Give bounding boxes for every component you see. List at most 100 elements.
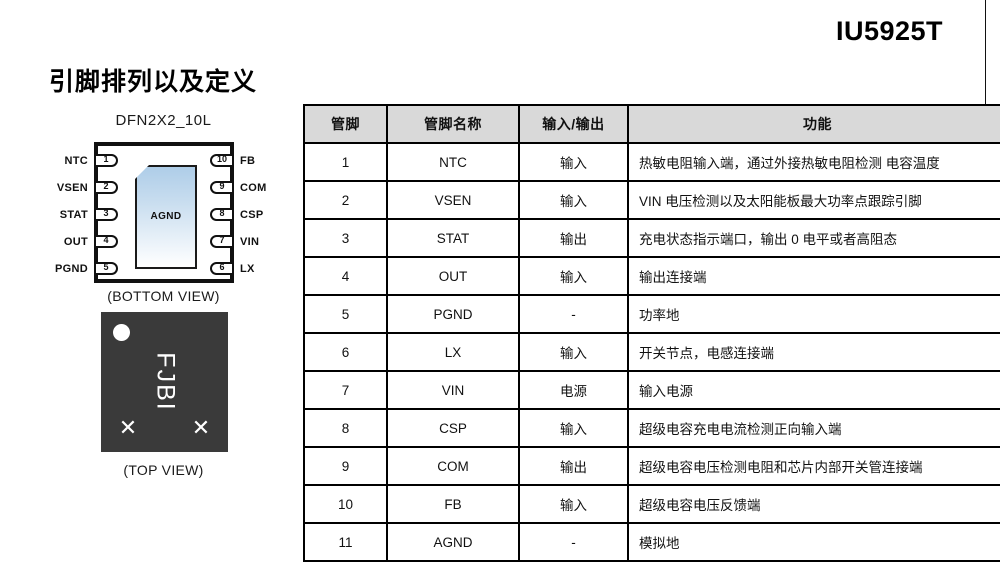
cell-function: 超级电容电压反馈端 xyxy=(627,484,1000,524)
table-row: 5 PGND - 功率地 xyxy=(303,294,1000,334)
pin-number-9: 9 xyxy=(219,181,225,191)
column-header-io: 输入/输出 xyxy=(518,104,629,144)
pin-pad-3: 3 STAT xyxy=(60,208,118,221)
bottom-view-caption: (BOTTOM VIEW) xyxy=(107,288,220,304)
cell-pin: 11 xyxy=(303,522,388,562)
table-row: 9 COM 输出 超级电容电压检测电阻和芯片内部开关管连接端 xyxy=(303,446,1000,486)
package-type-label: DFN2X2_10L xyxy=(115,112,212,129)
cell-io: - xyxy=(518,522,629,562)
center-thermal-pad: AGND xyxy=(135,165,197,269)
cell-pin: 10 xyxy=(303,484,388,524)
pin-number-7: 7 xyxy=(219,235,225,245)
cell-io: 输入 xyxy=(518,408,629,448)
cell-io: 输入 xyxy=(518,332,629,372)
cell-function: 超级电容充电电流检测正向输入端 xyxy=(627,408,1000,448)
cell-pin-name: VIN xyxy=(386,370,520,410)
pin-pad-10: 10 FB xyxy=(210,154,255,167)
package-marking-text: FJBI xyxy=(151,352,179,412)
cell-io: 输入 xyxy=(518,256,629,296)
table-header-row: 管脚 管脚名称 输入/输出 功能 xyxy=(303,104,1000,144)
package-top-view-diagram: FJBI ✕ ✕ xyxy=(101,312,228,452)
pin-label-csp: CSP xyxy=(240,209,264,221)
pin-description-table: 管脚 管脚名称 输入/输出 功能 1 NTC 输入 热敏电阻输入端，通过外接热敏… xyxy=(303,104,1000,562)
pin-number-10: 10 xyxy=(216,154,227,164)
cell-pin-name: PGND xyxy=(386,294,520,334)
pin-label-vin: VIN xyxy=(240,236,260,248)
pin-label-pgnd: PGND xyxy=(55,263,88,275)
part-number-title: IU5925T xyxy=(835,16,943,46)
pin-label-ntc: NTC xyxy=(64,155,88,167)
corner-x-mark-right: ✕ xyxy=(191,415,211,440)
pin-label-com: COM xyxy=(240,182,267,194)
pin-pad-9: 9 COM xyxy=(210,181,266,194)
cell-pin: 7 xyxy=(303,370,388,410)
cell-function: VIN 电压检测以及太阳能板最大功率点跟踪引脚 xyxy=(627,180,1000,220)
cell-function: 功率地 xyxy=(627,294,1000,334)
corner-x-mark-left: ✕ xyxy=(118,415,138,440)
pin-number-2: 2 xyxy=(103,181,109,191)
table-row: 7 VIN 电源 输入电源 xyxy=(303,370,1000,410)
cell-io: 输入 xyxy=(518,180,629,220)
cell-pin-name: OUT xyxy=(386,256,520,296)
table-row: 4 OUT 输入 输出连接端 xyxy=(303,256,1000,296)
cell-pin: 9 xyxy=(303,446,388,486)
pin-pad-5: 5 PGND xyxy=(55,262,118,275)
pin-pad-2: 2 VSEN xyxy=(57,181,118,194)
pin-pad-4: 4 OUT xyxy=(64,235,118,248)
cell-pin: 6 xyxy=(303,332,388,372)
cell-io: 输出 xyxy=(518,446,629,486)
table-row: 1 NTC 输入 热敏电阻输入端，通过外接热敏电阻检测 电容温度 xyxy=(303,142,1000,182)
cell-io: - xyxy=(518,294,629,334)
top-view-caption: (TOP VIEW) xyxy=(123,462,204,478)
cell-pin-name: STAT xyxy=(386,218,520,258)
cell-io: 电源 xyxy=(518,370,629,410)
pin-label-out: OUT xyxy=(63,236,88,248)
table-row: 8 CSP 输入 超级电容充电电流检测正向输入端 xyxy=(303,408,1000,448)
cell-io: 输出 xyxy=(518,218,629,258)
table-row: 10 FB 输入 超级电容电压反馈端 xyxy=(303,484,1000,524)
pin-number-6: 6 xyxy=(219,262,225,272)
cell-io: 输入 xyxy=(518,142,629,182)
cell-pin: 8 xyxy=(303,408,388,448)
package-figure: DFN2X2_10L AGND 1 NTC 2 VSEN 3 STAT 4 OU… xyxy=(36,112,291,492)
cell-pin-name: CSP xyxy=(386,408,520,448)
pin-number-3: 3 xyxy=(103,208,109,218)
pin-pad-7: 7 VIN xyxy=(210,235,259,248)
table-row: 11 AGND - 模拟地 xyxy=(303,522,1000,562)
pin-number-5: 5 xyxy=(103,262,109,272)
package-bottom-view-diagram: AGND 1 NTC 2 VSEN 3 STAT 4 OUT 5 PGND 10… xyxy=(55,142,266,283)
cell-pin-name: VSEN xyxy=(386,180,520,220)
cell-pin-name: COM xyxy=(386,446,520,486)
cell-io: 输入 xyxy=(518,484,629,524)
cell-pin: 5 xyxy=(303,294,388,334)
cell-function: 充电状态指示端口，输出 0 电平或者高阻态 xyxy=(627,218,1000,258)
column-header-pin: 管脚 xyxy=(303,104,388,144)
cell-function: 开关节点，电感连接端 xyxy=(627,332,1000,372)
cell-pin: 4 xyxy=(303,256,388,296)
pin-label-vsen: VSEN xyxy=(56,182,88,194)
cell-function: 模拟地 xyxy=(627,522,1000,562)
pin-pad-6: 6 LX xyxy=(210,262,254,275)
center-pad-label: AGND xyxy=(150,211,182,222)
cell-pin-name: FB xyxy=(386,484,520,524)
cell-pin-name: LX xyxy=(386,332,520,372)
cell-function: 输入电源 xyxy=(627,370,1000,410)
pin-pad-1: 1 NTC xyxy=(64,154,118,167)
cell-function: 输出连接端 xyxy=(627,256,1000,296)
table-row: 6 LX 输入 开关节点，电感连接端 xyxy=(303,332,1000,372)
cell-pin: 1 xyxy=(303,142,388,182)
cell-function: 热敏电阻输入端，通过外接热敏电阻检测 电容温度 xyxy=(627,142,1000,182)
pin-label-fb: FB xyxy=(240,155,256,167)
cell-pin-name: AGND xyxy=(386,522,520,562)
pin-one-marker-dot xyxy=(113,324,130,341)
section-heading: 引脚排列以及定义 xyxy=(49,68,258,96)
column-header-pin-name: 管脚名称 xyxy=(386,104,520,144)
pin-number-4: 4 xyxy=(103,235,109,245)
pin-pad-8: 8 CSP xyxy=(210,208,263,221)
cell-pin-name: NTC xyxy=(386,142,520,182)
cell-pin: 2 xyxy=(303,180,388,220)
pin-number-8: 8 xyxy=(219,208,225,218)
cell-function: 超级电容电压检测电阻和芯片内部开关管连接端 xyxy=(627,446,1000,486)
pin-label-lx: LX xyxy=(240,263,255,275)
table-row: 3 STAT 输出 充电状态指示端口，输出 0 电平或者高阻态 xyxy=(303,218,1000,258)
